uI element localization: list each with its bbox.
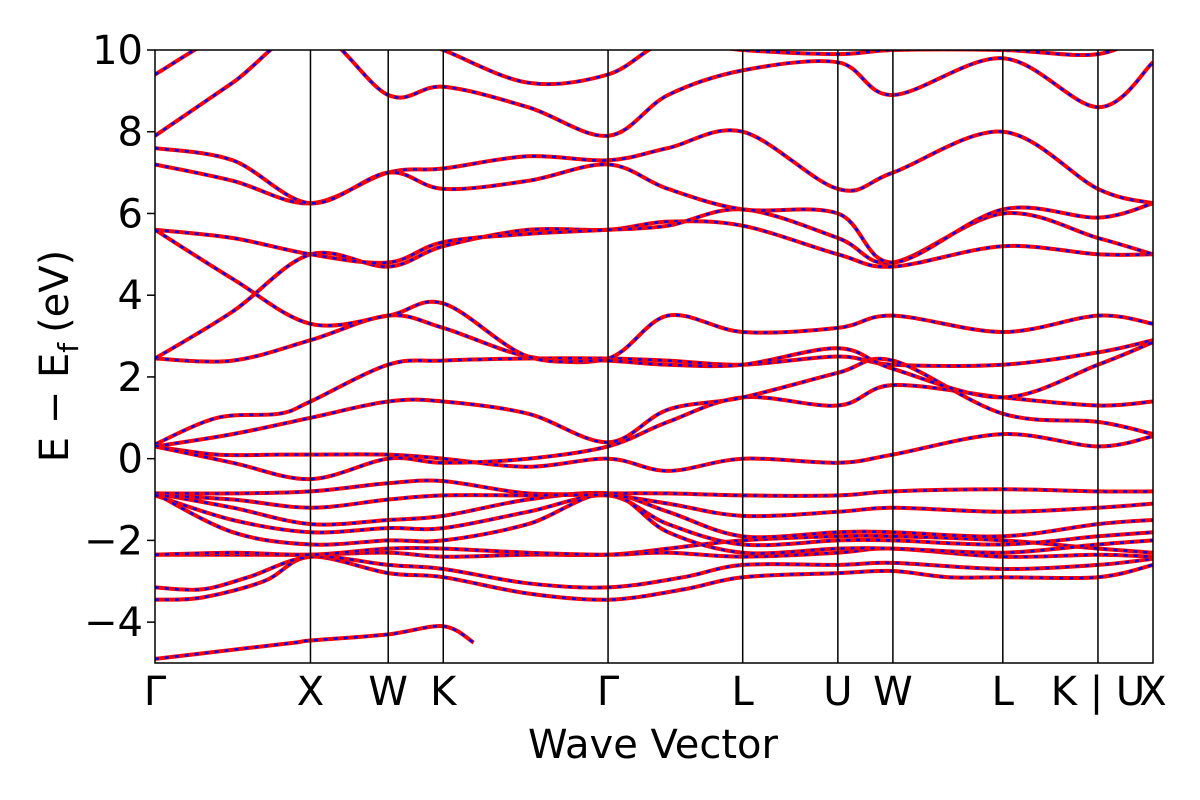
y-axis-label-sub: f bbox=[52, 342, 85, 353]
band-line-blue-20 bbox=[155, 50, 1153, 138]
band-line-blue-14 bbox=[155, 313, 1153, 364]
band-line-blue-13 bbox=[155, 357, 1153, 448]
band-line-blue-4 bbox=[155, 546, 1153, 559]
y-axis-label-main: E − E bbox=[32, 353, 78, 463]
y-axis-label: E − Ef (eV) bbox=[32, 250, 85, 463]
band-line-red-0 bbox=[155, 624, 475, 661]
band-line-red-21 bbox=[155, 50, 1120, 87]
band-line-blue-7 bbox=[155, 492, 1153, 555]
band-line-blue-1 bbox=[155, 555, 1153, 602]
band-line-blue-19 bbox=[155, 146, 1153, 264]
y-tick-label-3: 2 bbox=[118, 355, 143, 401]
kpoint-lines-layer bbox=[309, 50, 1099, 663]
band-line-blue-15 bbox=[155, 219, 1153, 360]
y-tick-label-6: 8 bbox=[118, 110, 143, 156]
x-tick-label-9: K | U bbox=[1051, 669, 1145, 715]
y-tick-label-1: −2 bbox=[84, 518, 143, 564]
x-tick-label-3: K bbox=[430, 669, 458, 715]
plot-frame bbox=[154, 49, 1154, 664]
y-tick-label-0: −4 bbox=[84, 600, 143, 646]
band-line-blue-8 bbox=[155, 479, 1153, 498]
y-tick-label-4: 4 bbox=[118, 273, 143, 319]
x-tick-label-7: W bbox=[873, 669, 913, 715]
bands-layer bbox=[155, 50, 1153, 661]
x-tick-label-0: Γ bbox=[144, 669, 167, 715]
x-axis-label: Wave Vector bbox=[528, 722, 779, 768]
x-tick-label-4: Γ bbox=[597, 669, 620, 715]
x-tick-label-6: U bbox=[823, 669, 852, 715]
x-tick-label-2: W bbox=[368, 669, 408, 715]
band-line-blue-12 bbox=[155, 383, 1153, 481]
x-tick-label-8: L bbox=[992, 669, 1015, 715]
band-line-blue-16 bbox=[155, 208, 1153, 265]
band-line-blue-9 bbox=[155, 493, 1153, 518]
band-line-blue-5 bbox=[155, 491, 1153, 539]
band-line-blue-17 bbox=[155, 228, 1153, 399]
y-axis-ticks: −4 −2 0 2 4 6 8 10 bbox=[84, 28, 155, 646]
band-line-blue-2 bbox=[155, 555, 1153, 592]
y-tick-label-7: 10 bbox=[92, 28, 143, 74]
x-tick-label-1: X bbox=[297, 669, 324, 715]
y-axis-label-unit: (eV) bbox=[32, 250, 78, 333]
band-line-blue-6 bbox=[155, 493, 1153, 547]
x-tick-label-5: L bbox=[732, 669, 755, 715]
y-tick-label-2: 0 bbox=[118, 437, 143, 483]
y-tick-label-5: 6 bbox=[118, 191, 143, 237]
x-tick-label-10: X bbox=[1139, 669, 1166, 715]
band-line-blue-10 bbox=[155, 432, 1153, 473]
